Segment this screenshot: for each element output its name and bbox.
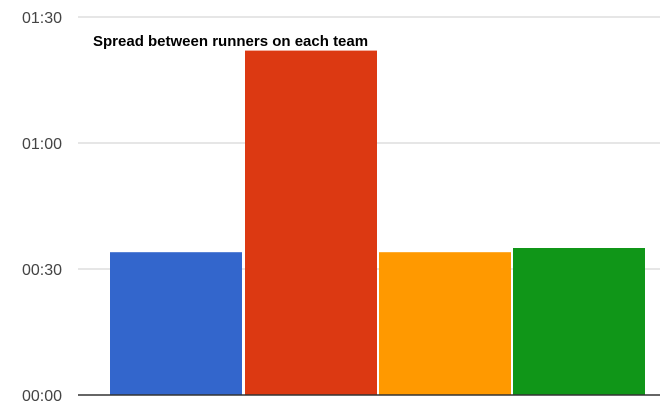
bar	[379, 252, 511, 395]
bar	[513, 248, 645, 395]
y-tick-label: 00:00	[22, 388, 62, 405]
chart-title: Spread between runners on each team	[93, 33, 368, 50]
y-tick-label: 01:30	[22, 10, 62, 27]
bars	[110, 50, 645, 395]
bar	[110, 252, 242, 395]
y-tick-label: 01:00	[22, 136, 62, 153]
y-axis-ticks: 00:00 00:30 01:00 01:30	[22, 10, 62, 405]
bar	[245, 50, 377, 395]
y-tick-label: 00:30	[22, 262, 62, 279]
